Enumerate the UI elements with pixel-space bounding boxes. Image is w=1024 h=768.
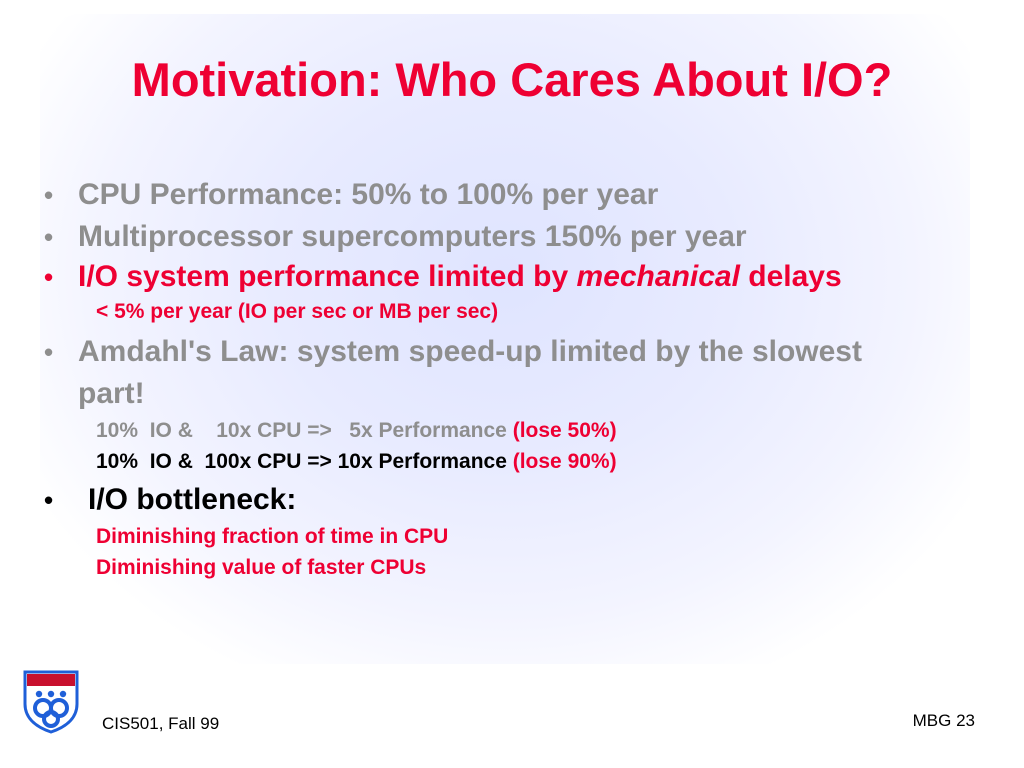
- bullet-multiprocessor: • Multiprocessor supercomputers 150% per…: [44, 216, 1004, 258]
- bullet-dot: •: [44, 222, 54, 252]
- bullet-text: I/O bottleneck:: [88, 483, 297, 516]
- sub-text: 10% IO & 100x CPU => 10x Performance: [96, 450, 513, 473]
- bullet-dot: •: [44, 337, 54, 367]
- sub-amdahl-example-2: 10% IO & 100x CPU => 10x Performance (lo…: [44, 446, 1004, 477]
- sub-io-rate: < 5% per year (IO per sec or MB per sec): [96, 300, 499, 323]
- bullet-emphasis: mechanical: [576, 260, 740, 293]
- slide-title: Motivation: Who Cares About I/O?: [131, 53, 893, 106]
- bullet-dot: •: [44, 262, 54, 292]
- bullet-text-line1: Amdahl's Law: system speed-up limited by…: [78, 335, 862, 368]
- sub-text: 10% IO & 10x CPU => 5x Performance: [96, 419, 513, 442]
- sub-loss: (lose 90%): [512, 450, 617, 473]
- bullet-tail: delays: [739, 260, 842, 293]
- bullet-dot: •: [44, 180, 54, 210]
- sub-bottleneck-1: Diminishing fraction of time in CPU: [96, 525, 449, 548]
- footer-course: CIS501, Fall 99: [102, 714, 220, 733]
- background-glow: [40, 14, 970, 664]
- university-shield-icon: [23, 670, 79, 734]
- bullet-text: CPU Performance: 50% to 100% per year: [78, 178, 659, 211]
- sub-amdahl-example-1: 10% IO & 10x CPU => 5x Performance (lose…: [44, 415, 1004, 446]
- bullet-text: Multiprocessor supercomputers 150% per y…: [78, 220, 747, 253]
- sub-loss: (lose 50%): [512, 419, 617, 442]
- bullet-amdahl: • Amdahl's Law: system speed-up limited …: [44, 331, 1004, 415]
- bullet-cpu-performance: • CPU Performance: 50% to 100% per year: [44, 174, 1004, 216]
- bullet-io-bottleneck: • I/O bottleneck:: [44, 479, 1004, 521]
- bullet-text: I/O system performance limited by: [78, 260, 577, 293]
- bullet-list: • CPU Performance: 50% to 100% per year …: [44, 174, 1004, 583]
- bullet-text-line2: part!: [78, 377, 145, 410]
- sub-bottleneck-2: Diminishing value of faster CPUs: [96, 556, 427, 579]
- footer-page: MBG 23: [912, 711, 975, 730]
- bullet-dot: •: [44, 485, 54, 515]
- bullet-io-performance: • I/O system performance limited by mech…: [44, 258, 1004, 296]
